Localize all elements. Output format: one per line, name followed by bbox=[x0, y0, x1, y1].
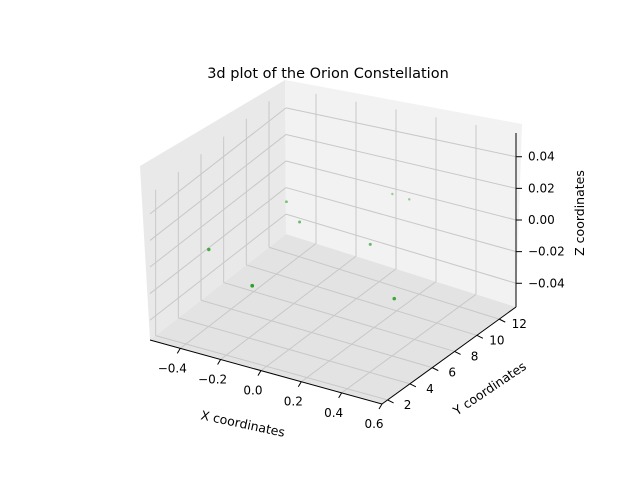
scatter-point bbox=[392, 296, 397, 301]
z-tick-label: −0.02 bbox=[528, 245, 565, 259]
y-axis-label: Y coordinates bbox=[449, 358, 529, 418]
y-grid-floor bbox=[155, 335, 388, 401]
y-grid-floor bbox=[246, 264, 478, 336]
y-tick-mark bbox=[432, 367, 439, 372]
x-tick-mark bbox=[338, 392, 343, 399]
y-tick-label: 4 bbox=[426, 382, 434, 396]
z-tick-label: −0.04 bbox=[528, 276, 565, 290]
x-tick-label: 0.6 bbox=[364, 417, 383, 431]
y-grid-floor bbox=[223, 282, 455, 352]
z-axis-label: Z coordinates bbox=[572, 170, 587, 256]
z-tick-label: 0.00 bbox=[528, 213, 555, 227]
back-pane bbox=[285, 80, 522, 307]
z-grid-back bbox=[285, 107, 517, 158]
x-tick-mark bbox=[217, 359, 222, 365]
y-tick-mark bbox=[476, 334, 484, 339]
x-grid-floor bbox=[220, 255, 357, 360]
y-tick-label: 2 bbox=[404, 398, 412, 412]
y-tick-mark bbox=[409, 383, 417, 388]
y-tick-label: 12 bbox=[512, 317, 527, 331]
x-tick-mark bbox=[297, 381, 302, 387]
x-tick-mark bbox=[257, 370, 262, 376]
z-grid-left bbox=[149, 213, 287, 321]
y-grid-floor bbox=[178, 317, 411, 385]
scatter-point bbox=[368, 242, 372, 246]
floor-pane bbox=[150, 234, 516, 404]
y-grid-floor bbox=[268, 246, 500, 320]
x-tick-label: 0.4 bbox=[324, 406, 343, 420]
x-tick-mark bbox=[176, 348, 181, 354]
scatter-point bbox=[298, 220, 302, 224]
left-pane bbox=[140, 80, 286, 340]
x-tick-label: −0.4 bbox=[158, 361, 187, 375]
y-axis-line bbox=[381, 306, 517, 405]
y-tick-label: 6 bbox=[448, 366, 456, 380]
points-layer bbox=[207, 192, 411, 301]
grid-layer bbox=[149, 93, 517, 405]
y-tick-mark bbox=[387, 399, 394, 404]
y-tick-mark bbox=[454, 351, 461, 355]
x-grid-floor bbox=[179, 243, 317, 349]
x-tick-label: −0.2 bbox=[198, 372, 227, 386]
z-tick-label: 0.04 bbox=[528, 150, 555, 164]
x-tick-label: 0.2 bbox=[284, 395, 303, 409]
scatter-point bbox=[391, 192, 394, 196]
scatter-point bbox=[250, 283, 255, 288]
y-grid-floor bbox=[200, 299, 433, 369]
x-axis-line bbox=[149, 339, 383, 405]
x-tick-label: 0.0 bbox=[243, 384, 262, 398]
scatter-point bbox=[408, 198, 411, 201]
x-grid-floor bbox=[301, 281, 437, 383]
y-tick-label: 10 bbox=[489, 333, 504, 347]
z-grid-back bbox=[285, 213, 517, 284]
z-grid-left bbox=[149, 187, 287, 294]
x-tick-mark bbox=[378, 403, 383, 410]
z-grid-left bbox=[149, 107, 287, 215]
y-tick-label: 8 bbox=[471, 349, 479, 363]
x-grid-floor bbox=[260, 268, 397, 372]
z-grid-left bbox=[149, 134, 287, 241]
z-grid-back bbox=[285, 160, 517, 221]
scatter-point bbox=[207, 247, 211, 252]
z-grid-back bbox=[285, 187, 517, 253]
z-tick-label: 0.02 bbox=[528, 181, 555, 195]
scatter-point bbox=[285, 200, 288, 204]
x-grid-floor bbox=[341, 293, 477, 394]
z-grid-left bbox=[149, 160, 287, 268]
y-tick-mark bbox=[499, 318, 506, 323]
ticks-layer: −0.4 −0.2 0.0 0.2 0.4 0.6 246 8 10 12 −0.04 −0.02 0.… bbox=[158, 150, 565, 431]
z-grid-back bbox=[285, 133, 517, 189]
x-axis-label: X coordinates bbox=[199, 407, 286, 439]
chart-title: 3d plot of the Orion Constellation bbox=[207, 66, 449, 82]
